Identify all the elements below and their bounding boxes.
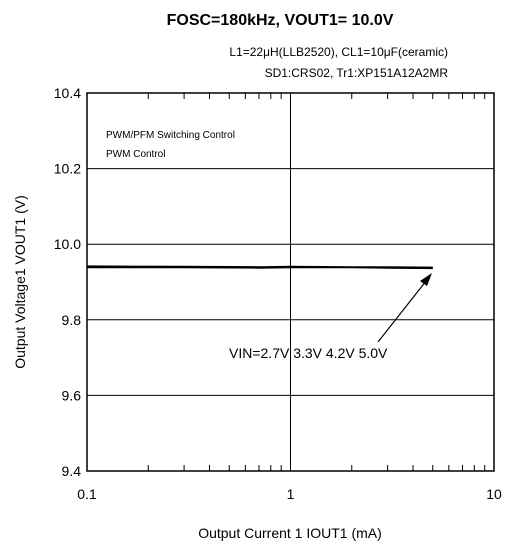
chart-subtitle-line-1: L1=22μH(LLB2520), CL1=10μF(ceramic) bbox=[229, 45, 448, 59]
x-tick-label: 10 bbox=[486, 486, 502, 502]
annotation-pwm: PWM Control bbox=[106, 149, 165, 160]
vin-arrow-line bbox=[377, 275, 431, 343]
series-line-4 bbox=[86, 265, 433, 268]
vin-arrow-head bbox=[420, 273, 432, 286]
x-axis-label: Output Current 1 IOUT1 (mA) bbox=[198, 525, 382, 541]
y-tick-label: 9.8 bbox=[62, 312, 82, 328]
y-tick-label: 9.4 bbox=[62, 463, 82, 479]
y-axis-label: Output Voltage1 VOUT1 (V) bbox=[12, 195, 28, 369]
y-tick-label: 10.0 bbox=[54, 236, 81, 252]
annotation-pwm-pfm: PWM/PFM Switching Control bbox=[106, 130, 235, 141]
chart-title: FOSC=180kHz, VOUT1= 10.0V bbox=[167, 12, 394, 29]
y-tick-label: 10.2 bbox=[54, 161, 81, 177]
chart-subtitle-line-2: SD1:CRS02, Tr1:XP151A12A2MR bbox=[265, 66, 449, 80]
y-tick-label: 9.6 bbox=[62, 387, 82, 403]
plot-frame bbox=[86, 92, 495, 472]
series-group bbox=[86, 265, 433, 270]
vin-label: VIN=2.7V 3.3V 4.2V 5.0V bbox=[229, 345, 388, 361]
x-tick-label: 0.1 bbox=[77, 486, 97, 502]
y-tick-label: 10.4 bbox=[54, 85, 81, 101]
minor-ticks bbox=[147, 93, 486, 471]
tick-labels: 9.4 9.6 9.8 10.0 10.2 10.4 0.1 1 10 bbox=[54, 85, 502, 502]
x-tick-label: 1 bbox=[287, 486, 295, 502]
